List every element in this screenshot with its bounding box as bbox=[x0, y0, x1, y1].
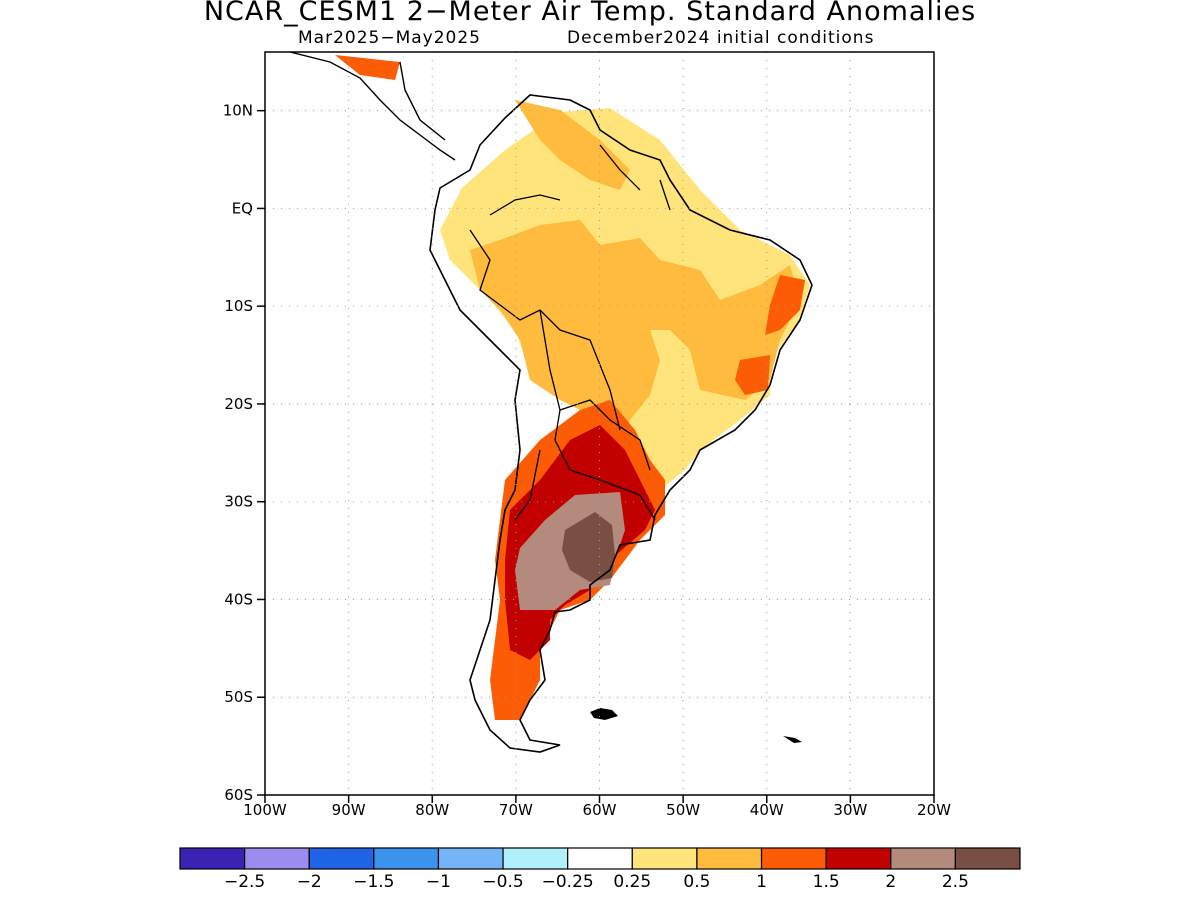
country-borders bbox=[469, 144, 671, 521]
lat-tick-label: EQ bbox=[232, 199, 253, 217]
colorbar-label: 1 bbox=[756, 872, 767, 892]
lon-tick-label: 30W bbox=[833, 801, 867, 819]
lat-tick-label: 40S bbox=[224, 590, 253, 608]
lon-tick-label: 20W bbox=[917, 801, 951, 819]
colorbar-label: −2.5 bbox=[224, 872, 265, 892]
colorbar-label: −2 bbox=[297, 872, 322, 892]
colorbar-swatch bbox=[179, 847, 246, 870]
anomaly-region-0.5-1-north bbox=[515, 100, 630, 190]
colorbar-swatch bbox=[631, 847, 698, 870]
south-america-coastline bbox=[429, 94, 813, 753]
lon-tick-label: 100W bbox=[243, 801, 287, 819]
colorbar-label: −1 bbox=[426, 872, 451, 892]
lat-tick-label: 50S bbox=[224, 688, 253, 706]
initial-conditions-subtitle: December2024 initial conditions bbox=[567, 28, 875, 48]
colorbar-label: 2 bbox=[885, 872, 896, 892]
colorbar-label: −1.5 bbox=[353, 872, 394, 892]
colorbar-swatch bbox=[760, 847, 827, 870]
lon-tick-label: 80W bbox=[415, 801, 449, 819]
colorbar-swatch bbox=[890, 847, 956, 870]
anomaly-region-1-1.5-east2 bbox=[735, 355, 770, 395]
lon-tick-label: 50W bbox=[666, 801, 700, 819]
anomaly-region-above-2.5 bbox=[562, 512, 615, 582]
anomaly-region-north-orange bbox=[335, 55, 400, 80]
colorbar-label: 0.5 bbox=[683, 872, 710, 892]
colorbar-label: 2.5 bbox=[942, 872, 969, 892]
lon-tick-label: 60W bbox=[583, 801, 617, 819]
colorbar-label: 1.5 bbox=[813, 872, 840, 892]
colorbar-swatch bbox=[825, 847, 892, 870]
colorbar-swatch bbox=[308, 847, 375, 870]
lat-tick-label: 20S bbox=[224, 395, 253, 413]
south-georgia bbox=[783, 736, 802, 743]
anomaly-region-1-1.5-east bbox=[765, 275, 805, 335]
lat-tick-label: 10N bbox=[223, 102, 253, 120]
season-subtitle: Mar2025−May2025 bbox=[298, 28, 481, 48]
colorbar-label: −0.5 bbox=[482, 872, 523, 892]
map-title: NCAR_CESM1 2−Meter Air Temp. Standard An… bbox=[203, 0, 977, 27]
lat-tick-label: 30S bbox=[224, 493, 253, 511]
colorbar-swatch bbox=[502, 847, 569, 870]
colorbar-swatch bbox=[373, 847, 440, 870]
lon-tick-label: 40W bbox=[750, 801, 784, 819]
lon-tick-label: 90W bbox=[332, 801, 366, 819]
falkland-islands bbox=[590, 708, 618, 720]
lat-tick-label: 10S bbox=[224, 297, 253, 315]
colorbar-label: 0.25 bbox=[613, 872, 651, 892]
lon-tick-label: 70W bbox=[499, 801, 533, 819]
colorbar: −2.5 −2 −1.5 −1 −0.5 −0.25 0.25 0.5 1 1.5 2 2.5 bbox=[179, 847, 1021, 892]
colorbar-swatch bbox=[954, 847, 1021, 870]
colorbar-label: −0.25 bbox=[542, 872, 594, 892]
anomaly-region-0.5-1 bbox=[470, 220, 800, 440]
colorbar-swatch bbox=[567, 847, 633, 870]
colorbar-swatch bbox=[696, 847, 763, 870]
lat-tick-label: 60S bbox=[224, 786, 253, 804]
central-america-coastline bbox=[289, 52, 456, 161]
colorbar-swatch bbox=[437, 847, 504, 870]
colorbar-swatch bbox=[244, 847, 310, 870]
